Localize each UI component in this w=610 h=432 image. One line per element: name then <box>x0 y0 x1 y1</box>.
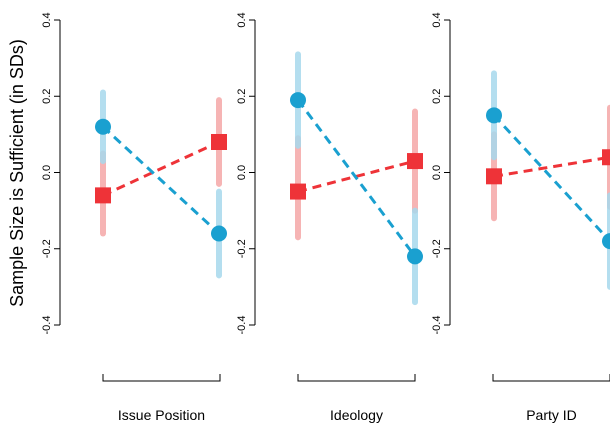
panel-bracket <box>102 374 221 382</box>
blue-point <box>290 92 306 109</box>
panel-label: Party ID <box>526 407 577 423</box>
panel-1: -0.4 -0.2 0.0 0.2 0.4 Ideology <box>236 12 423 423</box>
y-tick-label: -0.2 <box>431 239 443 258</box>
red-point <box>290 183 306 200</box>
y-tick-label: -0.2 <box>236 239 248 258</box>
blue-point <box>602 233 610 250</box>
red-point <box>602 149 610 166</box>
red-point <box>407 153 423 170</box>
blue-series-line <box>492 114 610 243</box>
y-tick-label: 0.0 <box>431 165 443 180</box>
red-point <box>95 187 111 204</box>
red-series-line <box>493 155 610 178</box>
y-tick-label: -0.4 <box>236 316 248 335</box>
red-series-line <box>102 140 220 197</box>
panel-0: -0.4 -0.2 0.0 0.2 0.4 Issue Position <box>41 12 227 423</box>
panel-2: -0.4 -0.2 0.0 0.2 0.4 Party ID <box>431 12 610 423</box>
y-tick-label: 0.4 <box>431 12 443 27</box>
y-tick-label: 0.2 <box>41 89 53 104</box>
blue-point <box>95 118 111 135</box>
blue-point <box>486 107 502 124</box>
y-tick-label: 0.0 <box>41 165 53 180</box>
panel-label: Ideology <box>330 407 383 423</box>
y-axis-title: Sample Size is Sufficient (in SDs) <box>7 39 27 307</box>
panel-bracket <box>297 374 416 382</box>
blue-point <box>211 225 227 242</box>
panel-bracket <box>492 374 610 382</box>
y-tick-label: 0.4 <box>41 12 53 27</box>
y-tick-label: -0.4 <box>431 316 443 335</box>
y-tick-label: 0.2 <box>236 89 248 104</box>
y-tick-label: 0.0 <box>236 165 248 180</box>
red-point <box>486 168 502 185</box>
blue-series-line <box>296 99 417 258</box>
panel-label: Issue Position <box>118 407 205 423</box>
y-tick-label: -0.2 <box>41 239 53 258</box>
blue-point <box>407 248 423 265</box>
red-point <box>211 134 227 150</box>
blue-series-line <box>101 125 221 235</box>
y-tick-label: 0.4 <box>236 12 248 27</box>
y-tick-label: -0.4 <box>41 316 53 335</box>
y-tick-label: 0.2 <box>431 89 443 104</box>
